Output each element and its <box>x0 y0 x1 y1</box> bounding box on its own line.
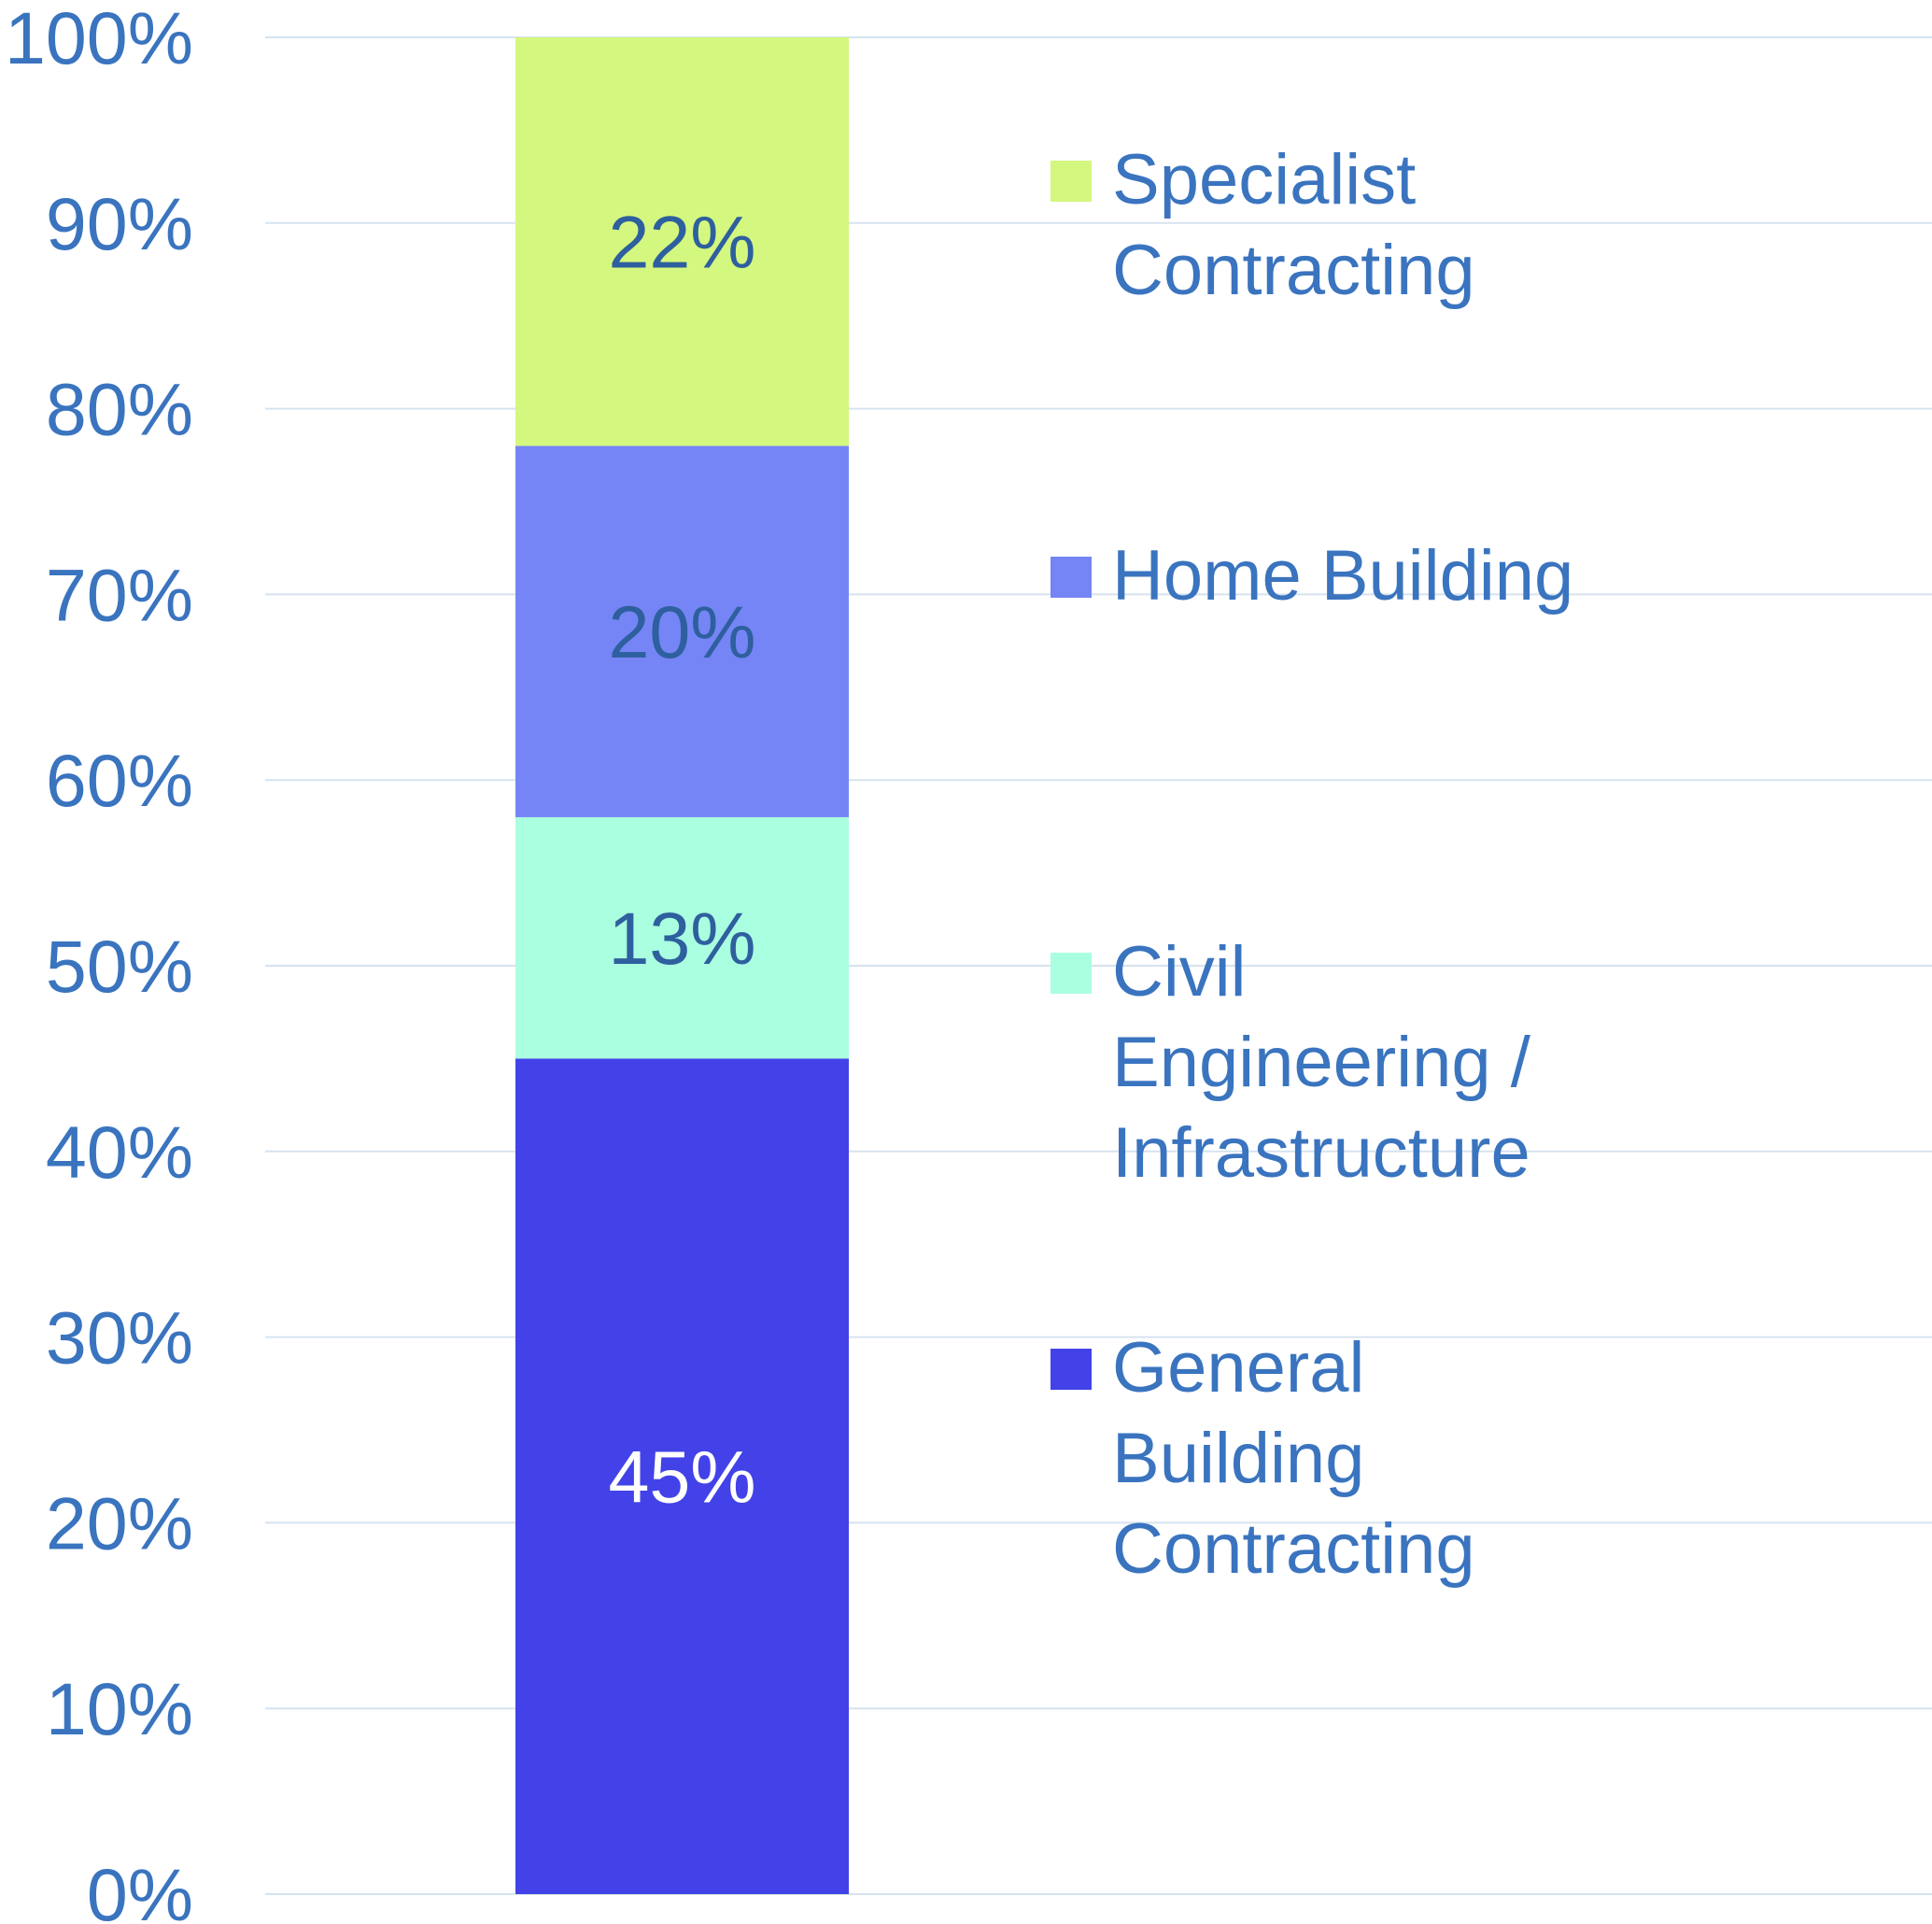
y-tick-label: 10% <box>46 1667 193 1750</box>
y-tick-label: 20% <box>46 1481 193 1564</box>
y-tick-label: 80% <box>46 368 193 451</box>
value-label: 45% <box>608 1436 755 1519</box>
bar-segment <box>515 37 849 446</box>
legend-label: Civil Engineering / Infrastructure <box>1112 932 1531 1193</box>
y-tick-label: 90% <box>46 182 193 265</box>
y-tick-label: 100% <box>5 0 193 79</box>
legend-label: Home Building <box>1112 536 1573 615</box>
y-tick-label: 0% <box>87 1853 193 1924</box>
legend-swatch <box>1051 953 1092 994</box>
legend-swatch <box>1051 161 1092 202</box>
y-tick-label: 30% <box>46 1296 193 1379</box>
bar-segment <box>515 446 849 817</box>
y-tick-label: 40% <box>46 1111 193 1194</box>
legend-label: General Building Contracting <box>1112 1328 1475 1589</box>
value-label: 20% <box>608 590 755 673</box>
legend-swatch <box>1051 1349 1092 1390</box>
legend-label: Specialist Contracting <box>1112 140 1475 310</box>
bar-segment <box>515 816 849 1059</box>
bar-segment <box>515 1058 849 1894</box>
y-tick-label: 60% <box>46 739 193 822</box>
legend-swatch <box>1051 557 1092 598</box>
y-tick-label: 70% <box>46 553 193 636</box>
y-tick-label: 50% <box>46 925 193 1008</box>
value-label: 13% <box>608 897 755 980</box>
value-label: 22% <box>608 201 755 284</box>
